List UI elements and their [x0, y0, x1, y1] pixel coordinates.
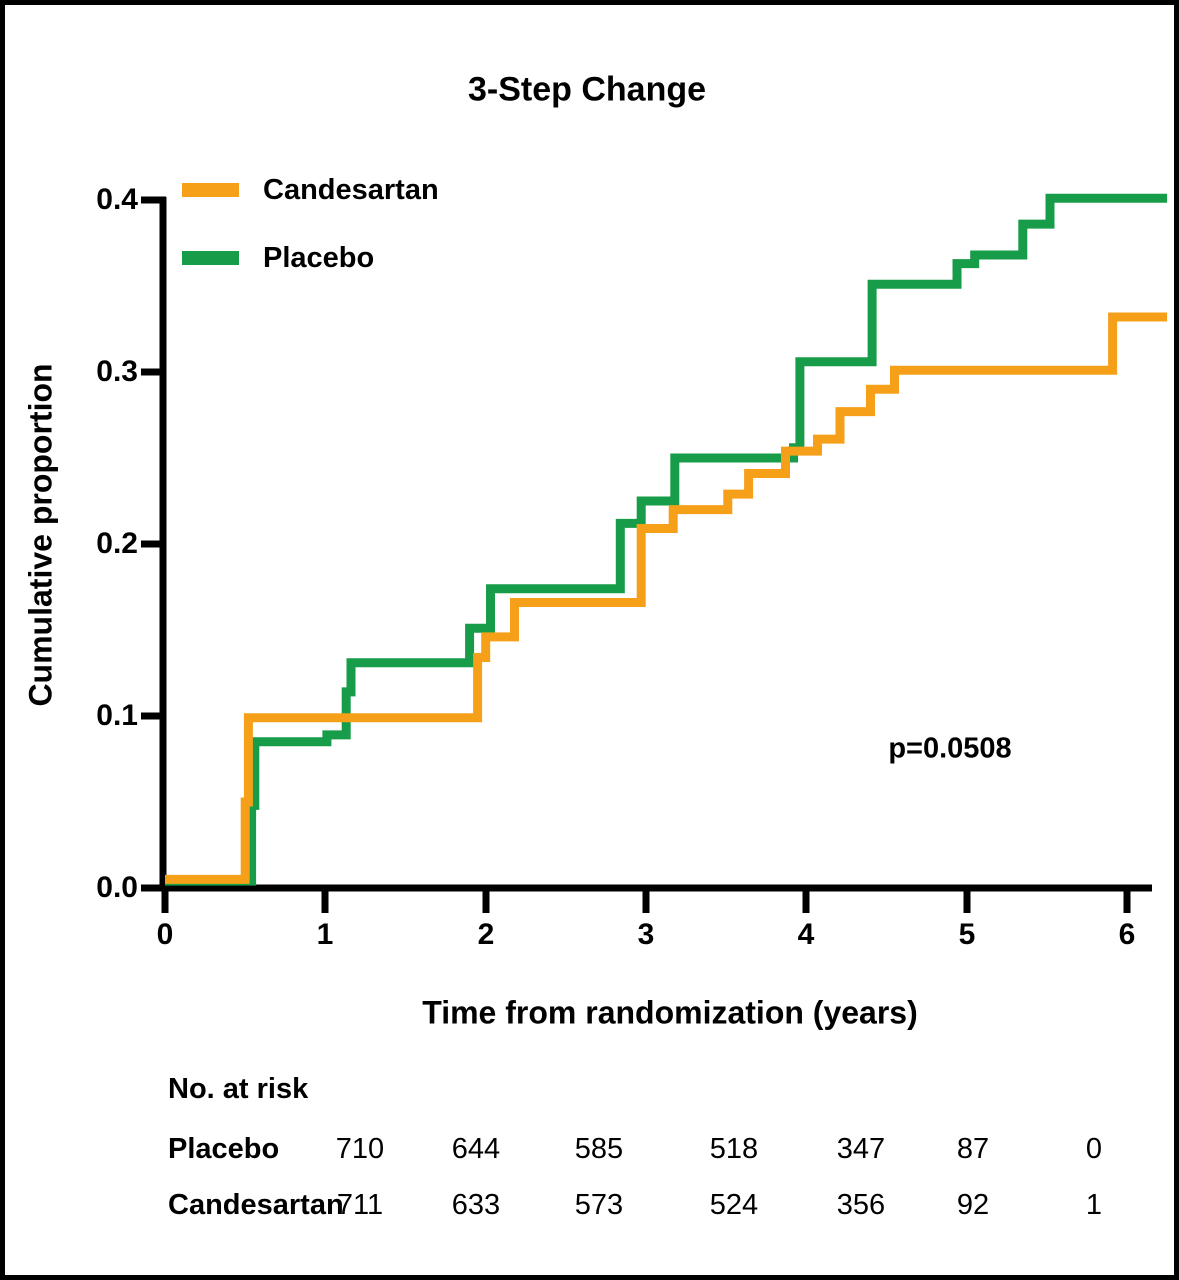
y-tick-label-0.1: 0.1: [96, 699, 138, 732]
y-tick-label-0.0: 0.0: [96, 871, 138, 904]
risk-count: 92: [956, 1189, 990, 1221]
risk-table-heading: No. at risk: [168, 1073, 309, 1105]
risk-row-candesartan: Candesartan 711 633 573 524 356 92 1: [5, 1187, 1174, 1223]
risk-count: 633: [451, 1189, 501, 1221]
risk-count: 585: [574, 1133, 624, 1165]
legend-item-candesartan: Candesartan: [182, 171, 439, 209]
x-tick-label-1: 1: [316, 918, 334, 951]
plot-area: [141, 193, 1168, 913]
x-tick-label-6: 6: [1118, 918, 1136, 951]
x-tick-label-3: 3: [637, 918, 655, 951]
p-value-annotation: p=0.0508: [888, 732, 1012, 765]
y-tick-label-0.2: 0.2: [96, 527, 138, 560]
risk-count: 356: [836, 1189, 886, 1221]
risk-count: 87: [956, 1133, 990, 1165]
risk-count: 1: [1085, 1189, 1103, 1221]
risk-count: 347: [836, 1133, 886, 1165]
risk-row-label: Placebo: [168, 1133, 280, 1165]
x-tick-label-2: 2: [477, 918, 495, 951]
chart-title: 3-Step Change: [467, 70, 707, 109]
risk-row-label: Candesartan: [168, 1189, 344, 1221]
x-tick-label-4: 4: [797, 918, 815, 951]
risk-count: 711: [336, 1189, 384, 1221]
candesartan-curve: [165, 312, 1168, 884]
risk-count: 710: [335, 1133, 385, 1165]
risk-count: 644: [451, 1133, 501, 1165]
x-axis-title: Time from randomization (years): [422, 994, 918, 1031]
risk-count: 518: [709, 1133, 759, 1165]
placebo-color-swatch: [182, 251, 239, 265]
y-tick-label-0.4: 0.4: [96, 183, 138, 216]
legend-label-placebo: Placebo: [263, 241, 375, 274]
candesartan-color-swatch: [182, 183, 239, 197]
x-tick-label-5: 5: [958, 918, 976, 951]
risk-count: 573: [574, 1189, 624, 1221]
legend-item-placebo: Placebo: [182, 239, 374, 277]
risk-count: 524: [709, 1189, 759, 1221]
risk-row-placebo: Placebo 710 644 585 518 347 87 0: [5, 1131, 1174, 1167]
legend-label-candesartan: Candesartan: [263, 173, 439, 206]
x-tick-label-0: 0: [156, 918, 174, 951]
y-tick-label-0.3: 0.3: [96, 355, 138, 388]
placebo-curve: [165, 193, 1168, 886]
risk-count: 0: [1085, 1133, 1103, 1165]
